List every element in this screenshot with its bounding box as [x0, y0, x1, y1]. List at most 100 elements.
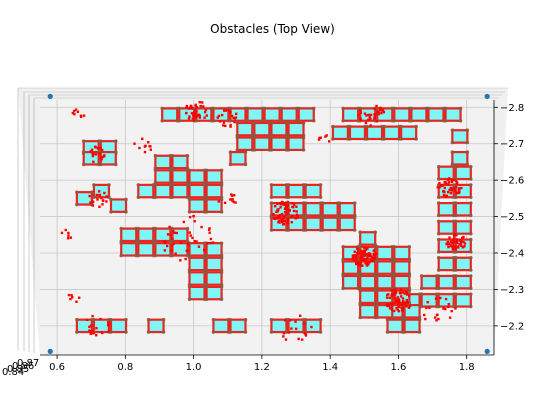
point-marker [278, 214, 282, 217]
cell-vertex-marker [204, 255, 209, 260]
point-marker [364, 248, 368, 251]
cell-vertex-marker [436, 219, 441, 224]
point-marker [369, 117, 372, 121]
cell-vertex-marker [301, 135, 306, 140]
cell-vertex-marker [453, 250, 458, 254]
obstacle-cell [154, 154, 172, 170]
cell-vertex-marker [426, 118, 431, 123]
point-marker [377, 112, 381, 116]
cell-vertex-marker [318, 195, 323, 200]
point-marker [231, 198, 234, 201]
cell-vertex-marker [450, 128, 455, 133]
point-marker [369, 124, 372, 127]
cell-vertex-marker [417, 303, 422, 307]
point-marker [386, 304, 389, 308]
point-marker [143, 150, 147, 154]
point-marker [193, 220, 196, 223]
point-marker [281, 201, 285, 204]
point-marker [198, 100, 201, 104]
point-marker [438, 186, 441, 189]
point-marker [295, 213, 299, 216]
cell-vertex-marker [434, 286, 439, 291]
point-marker [286, 221, 289, 224]
cell-vertex-marker [443, 118, 448, 123]
cell-vertex-marker [75, 330, 79, 334]
obstacle-cell [338, 216, 356, 232]
point-marker [461, 237, 464, 240]
obstacle-cell [437, 293, 455, 308]
point-marker [447, 242, 451, 245]
point-marker [163, 240, 166, 243]
point-marker [359, 256, 362, 260]
point-marker [433, 316, 437, 319]
point-marker [454, 307, 457, 310]
cell-vertex-marker [136, 241, 141, 245]
x-tick-label: 1.2 [254, 362, 270, 373]
point-marker [446, 183, 449, 186]
cell-vertex-marker [465, 140, 470, 145]
cell-vertex-marker [286, 135, 291, 140]
point-marker [284, 201, 287, 205]
x-tick-label: 1.6 [390, 362, 406, 373]
x-tick-label: 0.8 [117, 362, 133, 373]
cell-vertex-marker [204, 168, 209, 173]
cell-vertex-marker [450, 140, 455, 145]
point-marker [173, 231, 176, 235]
cell-vertex-marker [170, 168, 175, 173]
cell-vertex-marker [303, 183, 308, 187]
obstacle-cell [236, 121, 254, 137]
cell-vertex-marker [187, 255, 192, 260]
point-marker [422, 313, 426, 317]
point-marker [328, 140, 331, 143]
point-marker [393, 309, 396, 313]
cell-vertex-marker [243, 162, 248, 167]
point-marker [149, 145, 152, 148]
cell-vertex-marker [318, 183, 323, 187]
obstacle-cell [437, 256, 455, 272]
x-tick-label: 1.0 [186, 362, 202, 373]
obstacle-cell [154, 169, 172, 184]
cell-vertex-marker [219, 241, 224, 245]
point-marker [168, 225, 171, 229]
cell-vertex-marker [375, 245, 380, 249]
point-marker [448, 188, 451, 192]
obstacle-cell [393, 274, 411, 290]
cell-vertex-marker [303, 201, 308, 205]
cell-vertex-marker [468, 231, 473, 236]
cell-vertex-marker [356, 274, 360, 278]
point-marker [396, 302, 400, 306]
cell-vertex-marker [211, 330, 216, 334]
cell-vertex-marker [113, 150, 118, 154]
point-marker [88, 325, 91, 328]
point-marker [107, 330, 110, 333]
point-marker [376, 110, 379, 113]
cell-vertex-marker [75, 190, 79, 194]
obstacle-cell [393, 245, 411, 261]
cell-vertex-marker [269, 121, 274, 125]
point-marker [380, 109, 383, 112]
point-marker [361, 252, 365, 255]
point-marker [458, 239, 461, 242]
obstacle-cell [287, 136, 305, 152]
obstacle-cell [338, 201, 356, 217]
cell-vertex-marker [146, 317, 151, 322]
cell-vertex-marker [252, 121, 257, 125]
point-marker [188, 215, 192, 219]
cell-vertex-marker [407, 259, 412, 264]
cell-vertex-marker [301, 121, 306, 125]
point-marker [397, 310, 401, 313]
point-marker [90, 148, 94, 151]
cell-vertex-marker [185, 226, 190, 231]
point-marker [456, 191, 460, 194]
point-marker [280, 202, 283, 205]
point-marker [402, 302, 405, 305]
point-marker [318, 136, 321, 140]
point-marker [202, 105, 205, 108]
point-marker [352, 259, 356, 262]
obstacle-cell [365, 125, 384, 141]
point-marker [449, 244, 452, 247]
point-marker [447, 245, 450, 249]
point-marker [174, 252, 177, 255]
point-marker [382, 110, 386, 114]
